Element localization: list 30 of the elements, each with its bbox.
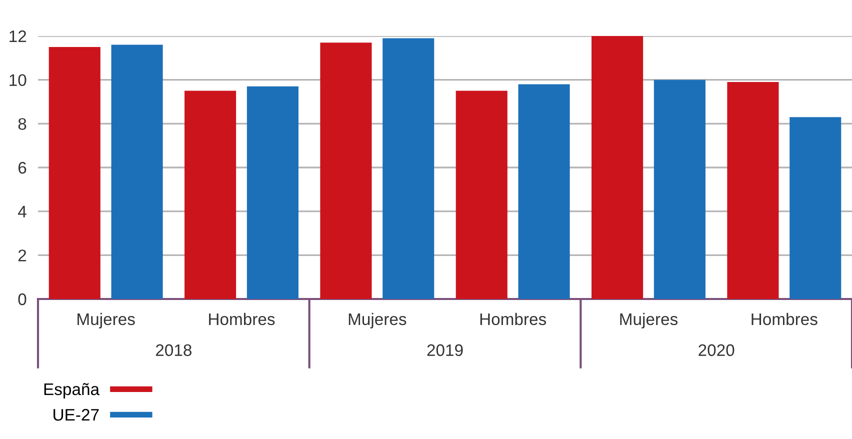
- bar: [727, 82, 779, 299]
- bar: [790, 117, 842, 299]
- x-tick-label: Hombres: [480, 312, 546, 326]
- bar: [592, 36, 644, 299]
- text: 2020: [698, 344, 734, 356]
- bar: [111, 44, 163, 299]
- text: 2019: [427, 344, 463, 356]
- x-tick-label: Mujeres: [620, 312, 678, 328]
- legend-label: UE-27: [54, 408, 99, 421]
- y-tick-label: 0: [18, 293, 26, 306]
- bar: [184, 90, 236, 299]
- bar: [382, 38, 434, 299]
- y-tick-label: 12: [10, 30, 26, 42]
- text: 2018: [156, 344, 192, 356]
- bar: [48, 46, 100, 299]
- bar: [518, 84, 570, 299]
- y-tick-label: 8: [18, 118, 26, 130]
- bar: [456, 90, 508, 299]
- bar: [246, 86, 298, 299]
- y-tick-label: 4: [18, 206, 26, 218]
- y-tick-label: 2: [18, 250, 26, 262]
- y-tick-label: 6: [18, 162, 26, 174]
- x-tick-label: Hombres: [752, 312, 818, 326]
- x-tick-label: Mujeres: [78, 312, 135, 328]
- bar: [320, 42, 372, 299]
- x-tick-label: Mujeres: [348, 312, 406, 328]
- bar: [654, 80, 706, 299]
- x-tick-label: Hombres: [209, 312, 275, 326]
- legend-label: España: [44, 383, 100, 398]
- y-tick-label: 10: [10, 74, 26, 86]
